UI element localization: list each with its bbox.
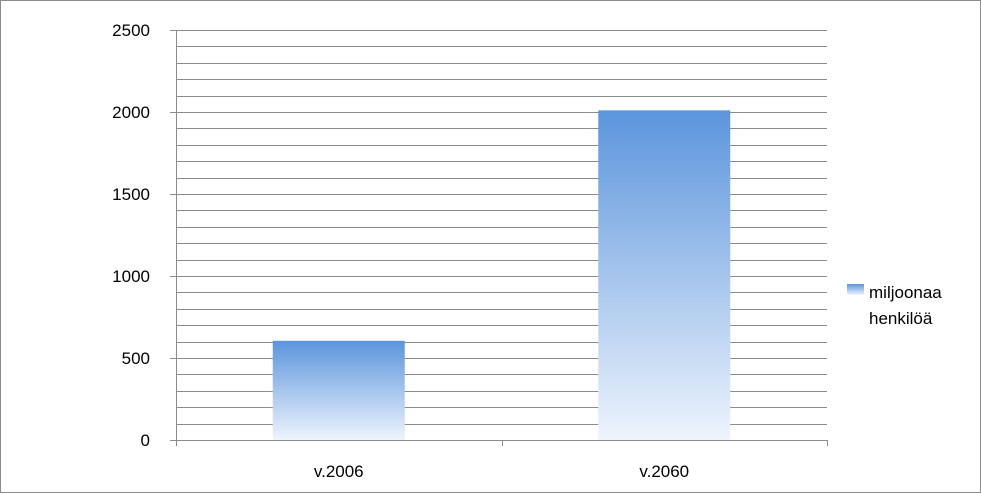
y-tick-label: 0 bbox=[141, 431, 150, 450]
axes bbox=[170, 30, 828, 446]
legend-swatch bbox=[847, 284, 864, 295]
y-tick-label: 2500 bbox=[112, 21, 150, 40]
tick-labels: 0 500 1000 1500 2000 2500 v.2006 v.2060 bbox=[112, 21, 689, 481]
legend-label: miljoonaa henkilöä bbox=[869, 283, 942, 328]
legend: miljoonaa henkilöä bbox=[847, 283, 942, 328]
bar-v-2006 bbox=[272, 340, 405, 440]
x-tick-label: v.2006 bbox=[314, 462, 364, 481]
bar-v-2060 bbox=[598, 110, 731, 441]
y-tick-label: 1500 bbox=[112, 185, 150, 204]
y-tick-label: 500 bbox=[122, 349, 150, 368]
x-tick-label: v.2060 bbox=[639, 462, 689, 481]
bars bbox=[272, 110, 731, 441]
y-tick-label: 1000 bbox=[112, 267, 150, 286]
y-tick-label: 2000 bbox=[112, 103, 150, 122]
